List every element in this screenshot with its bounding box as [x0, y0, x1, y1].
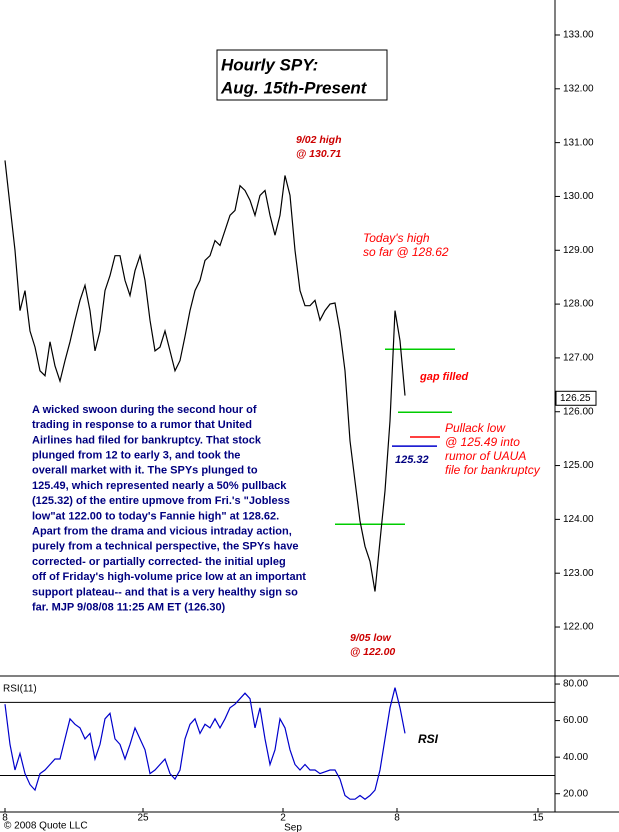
annotation: 9/05 low: [350, 632, 392, 644]
annotation: gap filled: [419, 371, 469, 383]
note-text: plunged from 12 to early 3, and took the: [32, 450, 240, 462]
note-text: A wicked swoon during the second hour of: [32, 404, 257, 416]
annotation: Today's high: [363, 231, 430, 245]
y-tick-label: 124.00: [563, 514, 594, 525]
y-tick-label: 132.00: [563, 83, 594, 94]
note-text: overall market with it. The SPYs plunged…: [32, 465, 258, 477]
y-tick-label: 122.00: [563, 622, 594, 633]
y-tick-label: 130.00: [563, 191, 594, 202]
data-line: [4, 160, 406, 592]
y-tick-label: 127.00: [563, 353, 594, 364]
y-tick-label: 129.00: [563, 245, 594, 256]
note-text: corrected- or partially corrected- the i…: [32, 556, 286, 568]
last-price-box: [555, 390, 597, 406]
copyright: © 2008 Quote LLC: [4, 821, 88, 832]
note-text: trading in response to a rumor that Unit…: [32, 419, 252, 431]
y-tick-label: 40.00: [563, 752, 588, 763]
y-tick-label: 80.00: [563, 679, 588, 690]
annotation: Pullack low: [445, 421, 506, 435]
annotation: 125.32: [395, 454, 429, 466]
y-tick-label: 126.00: [563, 406, 594, 417]
annotation: @ 125.49 into: [445, 435, 520, 449]
y-tick-label: 123.00: [563, 568, 594, 579]
x-tick-label: 15: [532, 813, 544, 824]
note-text: far. MJP 9/08/08 11:25 AM ET (126.30): [32, 602, 226, 614]
note-text: Airlines had filed for bankruptcy. That …: [32, 434, 262, 446]
y-tick-label: 125.00: [563, 460, 594, 471]
note-text: 125.49, which represented nearly a 50% p…: [32, 480, 287, 492]
annotation: @ 130.71: [296, 148, 341, 160]
chart-title: Hourly SPY:: [221, 55, 318, 74]
data-line: [4, 687, 406, 800]
annotation: file for bankruptcy: [445, 463, 541, 477]
y-tick-label: 20.00: [563, 788, 588, 799]
annotation: rumor of UAUA: [445, 449, 526, 463]
note-text: Apart from the drama and vicious intrada…: [32, 526, 292, 538]
annotation: RSI: [418, 732, 439, 746]
note-text: support plateau-- and that is a very hea…: [32, 586, 298, 598]
rsi-label: RSI(11): [3, 684, 37, 695]
annotation: so far @ 128.62: [363, 245, 449, 259]
y-tick-label: 60.00: [563, 715, 588, 726]
month-label: Sep: [284, 823, 302, 832]
y-tick-label: 128.00: [563, 299, 594, 310]
y-tick-label: 133.00: [563, 30, 594, 41]
chart-subtitle: Aug. 15th-Present: [220, 78, 368, 97]
x-tick-label: 25: [137, 813, 149, 824]
note-text: low"at 122.00 to today's Fannie high" at…: [32, 510, 279, 522]
annotation: 9/02 high: [296, 134, 342, 146]
x-tick-label: 8: [394, 813, 400, 824]
title-box: [216, 49, 388, 101]
note-text: purely from a technical perspective, the…: [32, 541, 299, 553]
y-tick-label: 131.00: [563, 137, 594, 148]
x-tick-label: 8: [2, 813, 8, 824]
last-price-label: 126.25: [560, 393, 591, 404]
x-tick-label: 2: [280, 813, 286, 824]
note-text: (125.32) of the entire upmove from Fri.'…: [32, 495, 290, 507]
annotation: @ 122.00: [350, 646, 395, 658]
note-text: off of Friday's high-volume price low at…: [32, 571, 306, 583]
